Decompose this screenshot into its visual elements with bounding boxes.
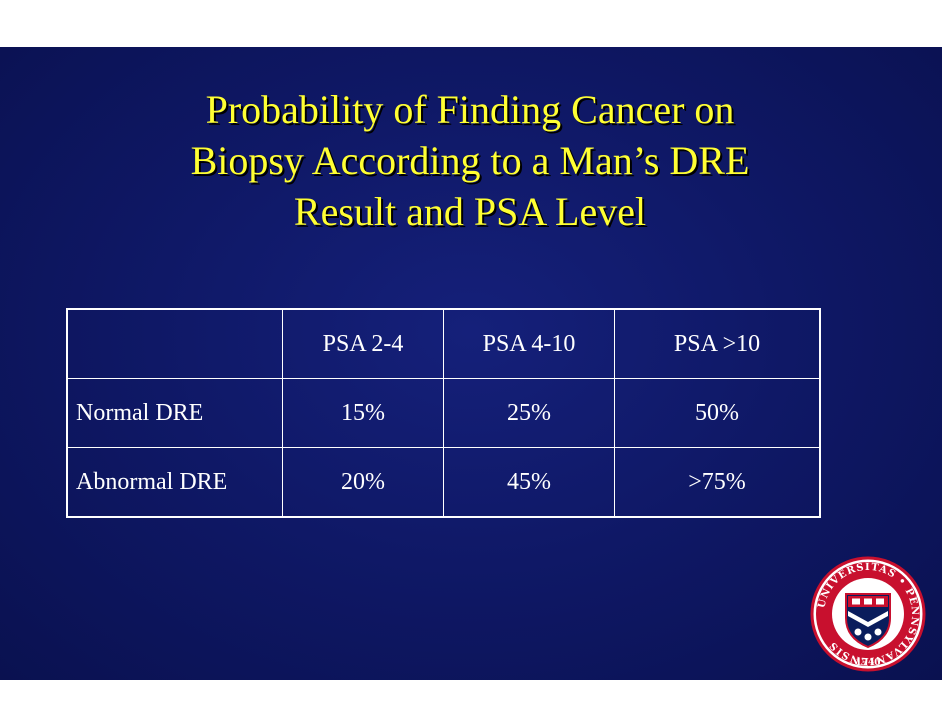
slide: Probability of Finding Cancer on Biopsy …: [0, 47, 942, 680]
seal-outer-ring: [810, 556, 926, 672]
title-line: Biopsy According to a Man’s DRE: [190, 138, 750, 183]
table-header-row: PSA 2-4 PSA 4-10 PSA >10: [66, 308, 821, 379]
seal-year: 1740: [855, 658, 880, 668]
header-cell-psa-over-10: PSA >10: [614, 308, 821, 379]
header-cell-psa-2-4: PSA 2-4: [282, 308, 444, 379]
table-cell: >75%: [614, 447, 821, 518]
seal-chevron: [848, 611, 888, 627]
probability-table: PSA 2-4 PSA 4-10 PSA >10 Normal DRE 15% …: [66, 308, 821, 518]
row-label-abnormal-dre: Abnormal DRE: [66, 447, 283, 518]
table-row: Abnormal DRE 20% 45% >75%: [66, 447, 821, 518]
seal-book-icon: [864, 598, 872, 605]
university-seal-logo: UNIVERSITAS • PENNSYLVANIENSIS 1740: [810, 556, 926, 672]
seal-plate-icon: [854, 628, 862, 636]
header-cell-psa-4-10: PSA 4-10: [443, 308, 615, 379]
table-cell: 15%: [282, 378, 444, 448]
table-cell: 20%: [282, 447, 444, 518]
table-cell: 25%: [443, 378, 615, 448]
table-cell: 50%: [614, 378, 821, 448]
slide-title: Probability of Finding Cancer on Biopsy …: [100, 84, 840, 237]
table-cell: 45%: [443, 447, 615, 518]
table-row: Normal DRE 15% 25% 50%: [66, 378, 821, 448]
seal-book-icon: [852, 598, 860, 605]
header-cell-empty: [66, 308, 283, 379]
row-label-normal-dre: Normal DRE: [66, 378, 283, 448]
title-line: Probability of Finding Cancer on: [205, 87, 735, 132]
seal-plate-icon: [864, 633, 872, 641]
seal-plate-icon: [874, 628, 882, 636]
title-line: Result and PSA Level: [293, 189, 647, 234]
seal-book-icon: [876, 598, 884, 605]
